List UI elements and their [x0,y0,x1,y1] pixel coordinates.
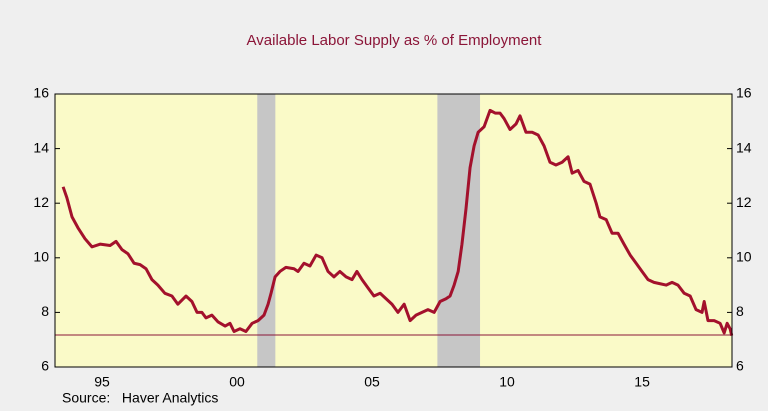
chart-title: Available Labor Supply as % of Employmen… [247,32,543,49]
y2-tick-label: 6 [736,358,744,374]
y2-tick-label: 16 [736,85,752,101]
y-tick-label: 12 [33,194,49,210]
x-tick-label: 15 [634,374,650,390]
y2-tick-label: 12 [736,194,752,210]
source-note: Source: Haver Analytics [62,390,218,406]
y2-tick-label: 8 [736,303,744,319]
x-tick-label: 95 [94,374,110,390]
x-tick-label: 05 [364,374,380,390]
y2-tick-label: 10 [736,249,752,265]
x-tick-label: 00 [229,374,245,390]
recession-band [257,94,276,367]
y-tick-label: 6 [41,358,49,374]
plot-area [55,94,732,367]
y-tick-label: 8 [41,303,49,319]
y-tick-label: 10 [33,249,49,265]
y-tick-label: 14 [33,139,49,155]
plot-border [54,93,733,368]
y-tick-label: 16 [33,85,49,101]
data-line [61,108,734,336]
x-tick-label: 10 [499,374,515,390]
marks [55,94,734,367]
y2-tick-label: 14 [736,139,752,155]
recession-band [437,94,481,367]
